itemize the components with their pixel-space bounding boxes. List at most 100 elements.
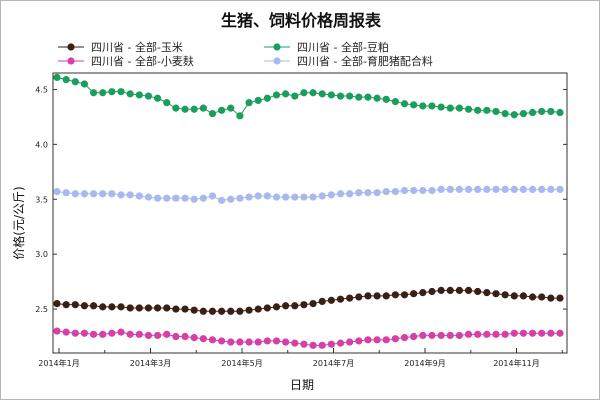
data-point [400, 334, 409, 342]
data-point [291, 92, 299, 100]
data-point [199, 194, 207, 202]
data-point [400, 100, 409, 108]
data-point [291, 339, 299, 347]
data-point [172, 194, 180, 202]
data-point [108, 329, 116, 337]
x-tick-label: 2014年1月 [38, 358, 79, 368]
data-point [154, 304, 162, 312]
data-point [355, 189, 363, 197]
data-point [391, 335, 399, 343]
data-point [80, 302, 89, 310]
data-point [272, 91, 281, 99]
x-tick-label: 2014年11月 [493, 358, 540, 368]
data-point [483, 330, 491, 338]
data-point [455, 185, 463, 193]
data-point [300, 340, 308, 348]
data-point [254, 192, 262, 200]
data-point [391, 187, 399, 196]
y-tick-label: 2.5 [35, 305, 48, 314]
legend-item: 四川省 - 全部-玉米 [58, 40, 183, 54]
data-point [263, 192, 271, 200]
data-point [547, 329, 555, 337]
data-point [154, 94, 162, 102]
data-point [172, 104, 180, 112]
data-point [71, 301, 79, 309]
data-point [446, 185, 454, 193]
data-point [190, 195, 198, 203]
data-point [492, 330, 500, 338]
data-point [464, 286, 473, 295]
data-point [446, 331, 454, 340]
y-tick-label: 4.0 [35, 140, 48, 149]
legend-label: 四川省 - 全部-育肥猪配合料 [297, 54, 433, 68]
data-point [346, 190, 354, 198]
data-point [108, 303, 116, 311]
data-point [336, 295, 345, 303]
data-point [373, 336, 381, 344]
data-point [300, 301, 308, 309]
data-point [199, 104, 207, 112]
data-point [501, 291, 509, 299]
data-point [99, 89, 107, 97]
chart-title: 生猪、饲料价格周报表 [221, 11, 382, 30]
data-point [154, 331, 162, 340]
data-point [218, 196, 226, 204]
data-point [455, 286, 463, 295]
data-point [483, 289, 491, 297]
data-point [291, 302, 299, 310]
data-point [236, 307, 244, 315]
legend-item: 四川省 - 全部-小麦麸 [58, 54, 194, 68]
data-point [419, 186, 427, 195]
data-point [208, 336, 217, 344]
data-point [309, 89, 317, 97]
data-point [154, 194, 162, 202]
data-point [547, 185, 555, 193]
legend-label: 四川省 - 全部-小麦麸 [91, 54, 194, 68]
data-point [282, 90, 290, 98]
data-point [172, 305, 180, 313]
data-point [218, 106, 226, 114]
data-point [510, 111, 518, 119]
data-point [117, 303, 125, 311]
data-point [538, 293, 546, 301]
data-point [318, 297, 326, 305]
data-point [382, 292, 390, 300]
data-point [492, 290, 500, 298]
data-point [208, 307, 217, 315]
data-point [245, 306, 253, 314]
data-point [190, 306, 198, 314]
data-point [355, 293, 363, 301]
data-point [190, 105, 198, 113]
data-point [272, 303, 281, 311]
data-point [437, 331, 445, 340]
data-point [428, 331, 436, 340]
data-point [263, 94, 271, 102]
data-point [501, 110, 509, 118]
data-point [373, 94, 381, 102]
data-point [227, 104, 235, 112]
data-point [474, 330, 482, 338]
data-point [71, 329, 79, 337]
y-axis-label: 价格(元/公斤) [11, 186, 26, 259]
data-point [163, 330, 171, 338]
data-point [373, 189, 381, 197]
data-point [199, 335, 207, 343]
data-point [364, 93, 372, 101]
data-point [126, 304, 134, 312]
data-point [80, 190, 89, 198]
data-point [199, 307, 207, 315]
data-point [89, 89, 98, 97]
data-point [108, 190, 116, 198]
data-point [89, 330, 98, 338]
data-point [327, 340, 335, 348]
x-axis-label: 日期 [290, 378, 314, 392]
legend-marker [273, 57, 281, 65]
plot-frame [52, 72, 568, 354]
data-point [272, 337, 281, 345]
data-point [309, 193, 317, 201]
x-tick-label: 2014年9月 [404, 358, 445, 368]
data-point [474, 185, 482, 193]
data-point [291, 193, 299, 201]
data-point [71, 78, 79, 86]
data-point [410, 290, 418, 298]
